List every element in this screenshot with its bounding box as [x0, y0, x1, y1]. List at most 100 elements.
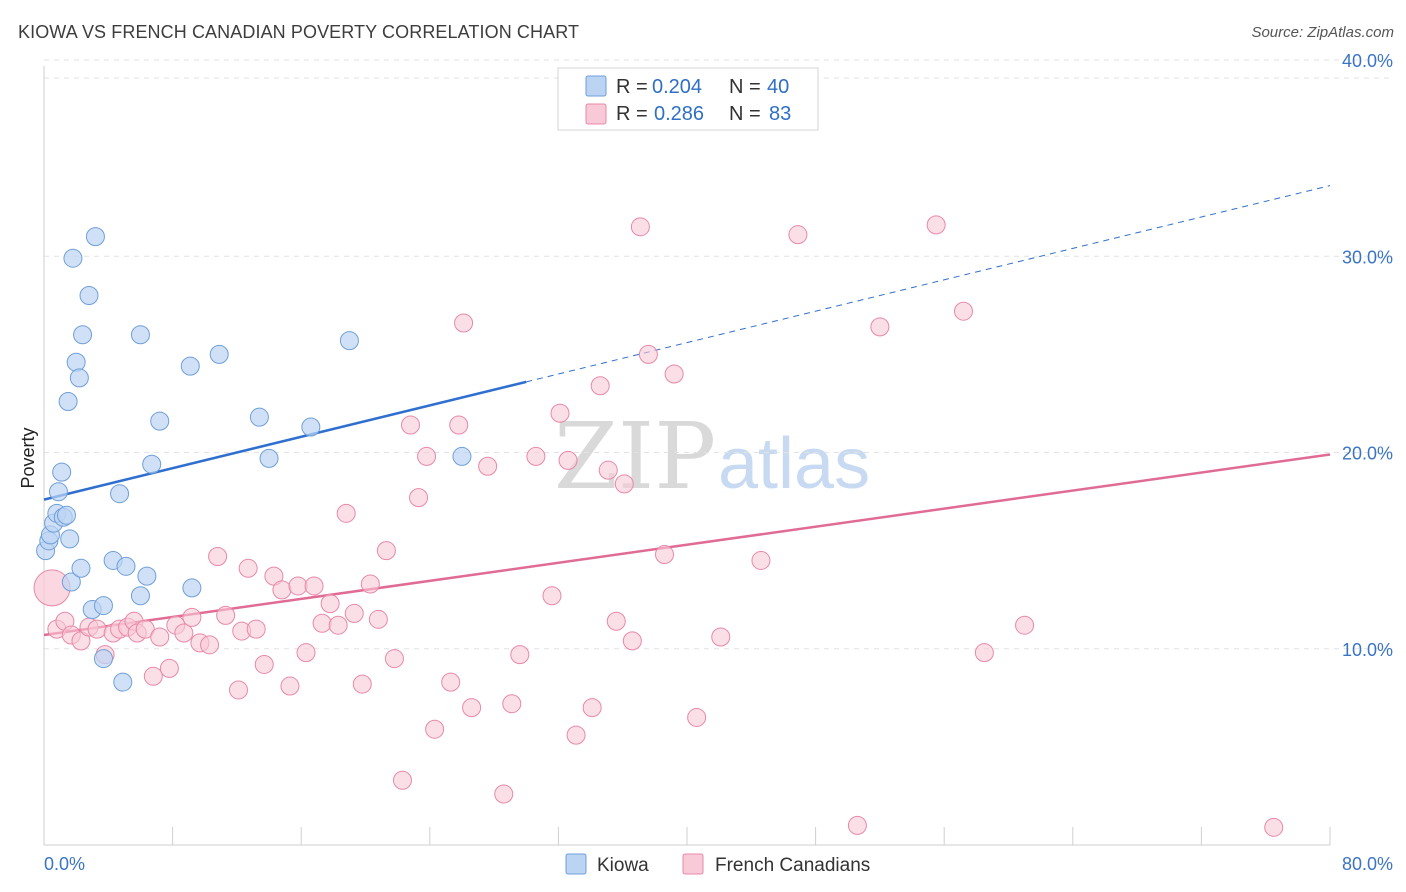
x-tick-label-max: 80.0%: [1342, 854, 1393, 874]
kiowa-point: [130, 325, 150, 345]
source-label: Source: ZipAtlas.com: [1251, 24, 1394, 41]
kiowa-point: [180, 356, 200, 376]
french-canadians-point: [143, 666, 163, 686]
french-canadians-point: [788, 225, 808, 245]
french-canadians-point: [606, 611, 626, 631]
kiowa-point: [93, 649, 113, 669]
kiowa-point: [71, 558, 91, 578]
y-tick-label: 40.0%: [1342, 51, 1393, 71]
french-canadians-point: [174, 623, 194, 643]
stats-legend: R = 0.204 N = 40 R = 0.286 N = 83: [557, 67, 819, 131]
kiowa-point: [63, 248, 83, 268]
axes: [43, 66, 1331, 846]
french-canadians-point: [566, 725, 586, 745]
kiowa-point: [137, 566, 157, 586]
kiowa-trend-line: [43, 380, 527, 501]
kiowa-point: [79, 286, 99, 305]
french-canadians-point: [526, 446, 546, 466]
kiowa-point: [142, 454, 162, 474]
kiowa-n-value: 40: [767, 76, 789, 98]
french-canadians-point: [368, 609, 388, 629]
kiowa-r-value: 0.204: [652, 76, 702, 98]
kiowa-point: [61, 572, 81, 592]
french-canadians-point: [352, 674, 372, 694]
french-canadians-point: [417, 446, 437, 466]
kiowa-r-label: R =: [616, 76, 648, 98]
french-n-value: 83: [769, 103, 791, 125]
kiowa-point: [110, 484, 130, 504]
french-canadians-point: [376, 541, 396, 561]
french-canadians-point: [296, 643, 316, 663]
french-canadians-point: [622, 631, 642, 651]
kiowa-point: [182, 578, 202, 598]
kiowa-point: [249, 407, 269, 427]
french-canadians-trend-line: [43, 453, 1331, 637]
kiowa-point: [52, 462, 72, 482]
kiowa-point: [93, 596, 113, 616]
y-tick-label: 30.0%: [1342, 247, 1393, 267]
french-canadians-point: [462, 698, 482, 718]
kiowa-swatch: [585, 75, 607, 97]
french-canadians-point: [1015, 615, 1035, 635]
kiowa-point: [58, 391, 78, 411]
kiowa-point: [301, 417, 321, 437]
french-canadians-point: [360, 574, 380, 594]
french-canadians-point: [425, 719, 445, 739]
french-swatch: [585, 103, 607, 125]
french-canadians-point: [150, 627, 170, 647]
y-axis-title: Poverty: [18, 427, 38, 488]
watermark-atlas: atlas: [718, 424, 870, 504]
x-tick-label-min: 0.0%: [44, 854, 85, 874]
french-canadians-point: [246, 619, 266, 639]
kiowa-point: [73, 325, 93, 345]
french-canadians-point: [182, 607, 202, 627]
watermark-zip: ZIP: [554, 403, 716, 510]
french-canadians-point: [288, 576, 308, 596]
french-canadians-point: [449, 415, 469, 435]
kiowa-trend-extension: [526, 185, 1331, 383]
french-canadians-point: [926, 215, 946, 235]
kiowa-point: [209, 344, 229, 364]
legend-kiowa-swatch: [565, 853, 587, 875]
french-canadians-point: [751, 550, 771, 570]
french-canadians-point: [711, 627, 731, 647]
french-canadians-point: [664, 364, 684, 384]
french-canadians-point: [870, 317, 890, 337]
french-canadians-point: [312, 613, 332, 633]
french-canadians-point: [216, 605, 236, 625]
french-canadians-point: [392, 770, 412, 790]
french-canadians-point: [582, 698, 602, 718]
trend-lines: [43, 185, 1331, 637]
french-canadians-point: [847, 815, 867, 835]
kiowa-point: [85, 227, 105, 247]
legend-french-swatch: [682, 853, 704, 875]
french-canadians-point: [630, 217, 650, 237]
french-canadians-point: [550, 403, 570, 423]
legend-kiowa-label: Kiowa: [597, 855, 649, 876]
kiowa-point: [69, 368, 89, 388]
french-canadians-point: [320, 594, 340, 614]
french-canadians-point: [328, 615, 348, 635]
tick-labels: 10.0% 20.0% 30.0% 40.0% 0.0% 80.0%: [44, 51, 1393, 874]
kiowa-point: [116, 556, 136, 576]
french-n-label: N =: [729, 103, 761, 125]
french-canadians-point: [401, 415, 421, 435]
kiowa-point: [48, 482, 68, 502]
french-canadians-point: [229, 680, 249, 700]
french-canadians-point: [238, 558, 258, 578]
kiowa-points: [36, 227, 472, 692]
series-legend: Kiowa French Canadians: [565, 853, 870, 876]
french-canadians-point: [478, 456, 498, 476]
kiowa-point: [66, 352, 86, 372]
french-canadians-point: [638, 344, 658, 364]
french-canadians-point: [344, 603, 364, 623]
kiowa-point: [452, 446, 472, 466]
french-canadians-point: [590, 376, 610, 396]
french-canadians-point: [254, 654, 274, 674]
french-canadians-point: [614, 474, 634, 494]
french-canadians-point: [687, 707, 707, 727]
french-canadians-point: [409, 488, 429, 508]
french-canadians-points: [33, 215, 1284, 837]
french-canadians-point: [953, 301, 973, 321]
kiowa-point: [339, 331, 359, 351]
